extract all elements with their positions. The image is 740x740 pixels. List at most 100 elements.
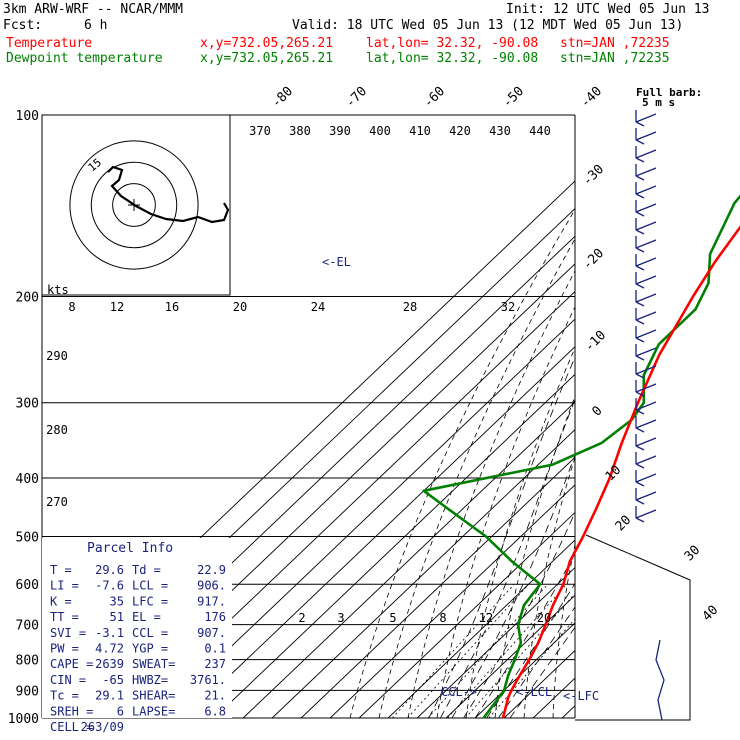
isotherm-line bbox=[503, 649, 575, 718]
sounding-header: 3km ARW-WRF -- NCAR/MMM Init: 12 UTC Wed… bbox=[0, 0, 740, 70]
pressure-label: 100 bbox=[16, 109, 39, 124]
parcel-key: TT = bbox=[50, 610, 79, 624]
isotherm-top-label: -50 bbox=[500, 84, 527, 111]
wind-barb-flag bbox=[635, 445, 645, 451]
parcel-key: T = bbox=[50, 563, 72, 577]
parcel-value: 29.1 bbox=[95, 689, 124, 703]
moist-adiabat bbox=[451, 453, 575, 718]
parcel-key: YGP = bbox=[132, 642, 168, 656]
isotherm-line bbox=[358, 511, 575, 718]
wind-barb-flag bbox=[635, 481, 645, 487]
wind-barb bbox=[635, 383, 657, 393]
wind-barb bbox=[635, 419, 657, 429]
isotherm-line bbox=[184, 346, 575, 718]
wind-barb bbox=[635, 509, 657, 519]
dewpoint-line bbox=[422, 194, 740, 719]
el-label: <-EL bbox=[322, 255, 351, 269]
barb-legend-units: 5 m s bbox=[642, 96, 675, 109]
parcel-key: CCL = bbox=[132, 626, 168, 640]
wind-barb-flag bbox=[635, 265, 645, 271]
mixing-ratio-label: 8 bbox=[439, 611, 446, 625]
pressure-label: 600 bbox=[16, 578, 39, 593]
wind-barb bbox=[635, 275, 657, 285]
pressure-label: 400 bbox=[16, 472, 39, 487]
wind-barb-flag bbox=[635, 499, 645, 505]
isotherm-line bbox=[416, 567, 575, 718]
parcel-value: 176 bbox=[204, 610, 226, 624]
isotherm-line bbox=[445, 594, 575, 718]
temperature-line bbox=[501, 225, 740, 719]
isotherm-line bbox=[329, 484, 575, 718]
wind-barb bbox=[635, 401, 657, 411]
wind-barb bbox=[635, 365, 657, 375]
theta-label: 400 bbox=[369, 124, 391, 138]
parcel-value: 237 bbox=[204, 657, 226, 671]
parcel-value: 22.9 bbox=[197, 563, 226, 577]
parcel-value: 917. bbox=[197, 594, 226, 608]
hodograph-speed-label: 20 bbox=[233, 300, 247, 314]
barb-region-outline bbox=[575, 534, 691, 721]
temperature-latlon: lat,lon= 32.32, -90.08 bbox=[366, 36, 539, 51]
isotherm-right-label: 40 bbox=[700, 603, 722, 625]
isotherm-line bbox=[591, 115, 740, 718]
dry-adiabat bbox=[718, 115, 740, 718]
isotherm-right-label: -10 bbox=[582, 328, 609, 355]
wind-barb-flag bbox=[635, 517, 645, 523]
hodograph-trace bbox=[107, 165, 230, 224]
parcel-key: K = bbox=[50, 594, 72, 608]
parcel-value: -7.6 bbox=[95, 579, 124, 593]
hodograph: 15 kts 8 12 16 20 24 28 32 bbox=[41, 114, 515, 314]
dry-adiabat bbox=[582, 115, 740, 718]
isotherm-right-label: 10 bbox=[603, 463, 625, 485]
wind-barb-flag bbox=[635, 139, 645, 145]
wind-barb-flag bbox=[635, 247, 645, 253]
pressure-label: 1000 bbox=[8, 712, 39, 727]
mixing-ratio-label: 5 bbox=[389, 611, 396, 625]
parcel-panel-bg bbox=[42, 538, 232, 718]
moist-adiabat bbox=[463, 511, 575, 718]
dry-adiabat bbox=[465, 346, 575, 718]
parcel-value: -65 bbox=[102, 673, 124, 687]
wind-barb-flag bbox=[635, 193, 645, 199]
wind-barb bbox=[635, 257, 657, 267]
wind-barb-flag bbox=[635, 283, 645, 289]
moist-adiabat bbox=[474, 552, 575, 718]
hodograph-speed-label: 16 bbox=[165, 300, 179, 314]
parcel-key: SWEAT= bbox=[132, 657, 175, 671]
parcel-value: 4.72 bbox=[95, 642, 124, 656]
wind-barb bbox=[635, 491, 657, 501]
dry-adiabat bbox=[378, 237, 575, 718]
parcel-key: CIN = bbox=[50, 673, 86, 687]
isotherm-line bbox=[271, 428, 575, 718]
parcel-key: EL = bbox=[132, 610, 161, 624]
wind-barb bbox=[635, 473, 657, 483]
wind-barb-flag bbox=[635, 391, 645, 397]
sounding-profiles bbox=[422, 194, 740, 719]
hodograph-ring bbox=[90, 161, 178, 249]
wind-barb-flag bbox=[635, 463, 645, 469]
parcel-key: LAPSE= bbox=[132, 704, 175, 718]
init-time: Init: 12 UTC Wed 05 Jun 13 bbox=[506, 2, 710, 17]
wind-barb bbox=[635, 437, 657, 447]
wind-barb-flag bbox=[635, 175, 645, 181]
parcel-value: 2639 bbox=[95, 657, 124, 671]
parcel-key: PW = bbox=[50, 642, 79, 656]
dry-adiabat bbox=[552, 542, 575, 718]
isotherm-top-label: -40 bbox=[578, 84, 605, 111]
hodograph-ring-label: 15 bbox=[86, 156, 105, 174]
parcel-key: CAPE = bbox=[50, 657, 93, 671]
parcel-value: 6.8 bbox=[204, 704, 226, 718]
isotherm-top-label: -70 bbox=[343, 84, 370, 111]
parcel-key: LI = bbox=[50, 579, 79, 593]
isotherm-line bbox=[213, 373, 575, 718]
dewpoint-latlon: lat,lon= 32.32, -90.08 bbox=[366, 51, 539, 66]
wind-barb bbox=[635, 185, 657, 195]
forecast-hour: 6 h bbox=[84, 18, 108, 33]
wind-barb bbox=[635, 329, 657, 339]
theta-low-label: 280 bbox=[46, 423, 68, 437]
hodograph-ring bbox=[69, 140, 199, 270]
wind-barb bbox=[635, 167, 657, 177]
parcel-value: 51 bbox=[110, 610, 124, 624]
mixing-ratio-line bbox=[465, 592, 575, 718]
wind-barb bbox=[635, 455, 657, 465]
